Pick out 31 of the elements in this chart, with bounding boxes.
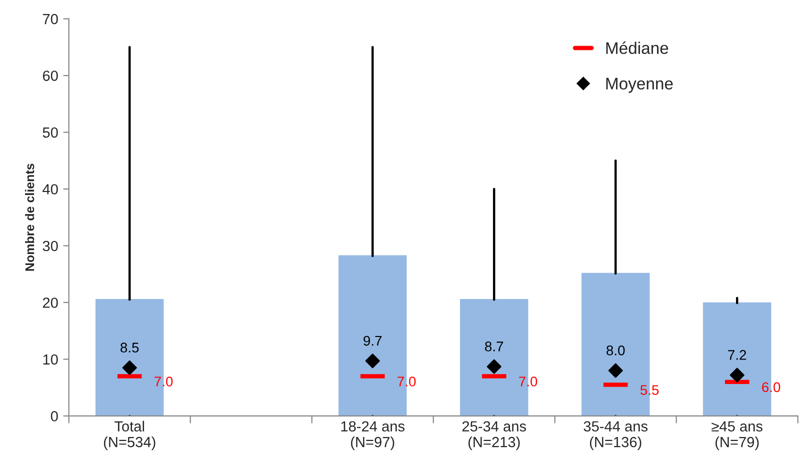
- annotation: 5.5: [640, 385, 659, 395]
- point: [608, 363, 623, 378]
- data-label: 8.7: [485, 342, 504, 352]
- y-axis-title: Nombre de clients: [25, 164, 34, 271]
- x-tick-label: 18-24 ans (N=97): [341, 421, 405, 450]
- y-tick-label: 20: [42, 298, 58, 308]
- point: [365, 354, 380, 368]
- annotation: 7.0: [154, 376, 173, 386]
- annotation: 7.0: [519, 376, 538, 386]
- annotation: Médiane: [606, 42, 668, 54]
- x-tick-label: Total (N=534): [104, 420, 156, 450]
- data-label: 8.0: [606, 346, 625, 356]
- x-tick-label: 25-34 ans (N=213): [462, 421, 526, 450]
- y-tick-label: 0: [50, 411, 58, 422]
- y-tick-label: 30: [42, 240, 58, 252]
- point: [486, 359, 502, 374]
- y-tick-label: 60: [42, 70, 58, 81]
- x-tick-label: 35-44 ans (N=136): [584, 421, 648, 450]
- y-tick-label: 10: [43, 354, 58, 365]
- point: [122, 360, 137, 376]
- data-label: 7.2: [728, 350, 746, 360]
- y-tick-label: 70: [42, 14, 58, 24]
- x-tick-label: ≥45 ans (N=79): [712, 421, 762, 450]
- data-label: 8.5: [120, 342, 139, 352]
- annotation: 6.0: [762, 382, 780, 392]
- y-tick-label: 50: [42, 127, 58, 138]
- annotation: 7.0: [398, 376, 416, 386]
- y-tick-label: 40: [42, 184, 58, 194]
- legend-label: Moyenne: [606, 78, 673, 93]
- point: [730, 368, 744, 382]
- data-label: 9.7: [364, 336, 382, 346]
